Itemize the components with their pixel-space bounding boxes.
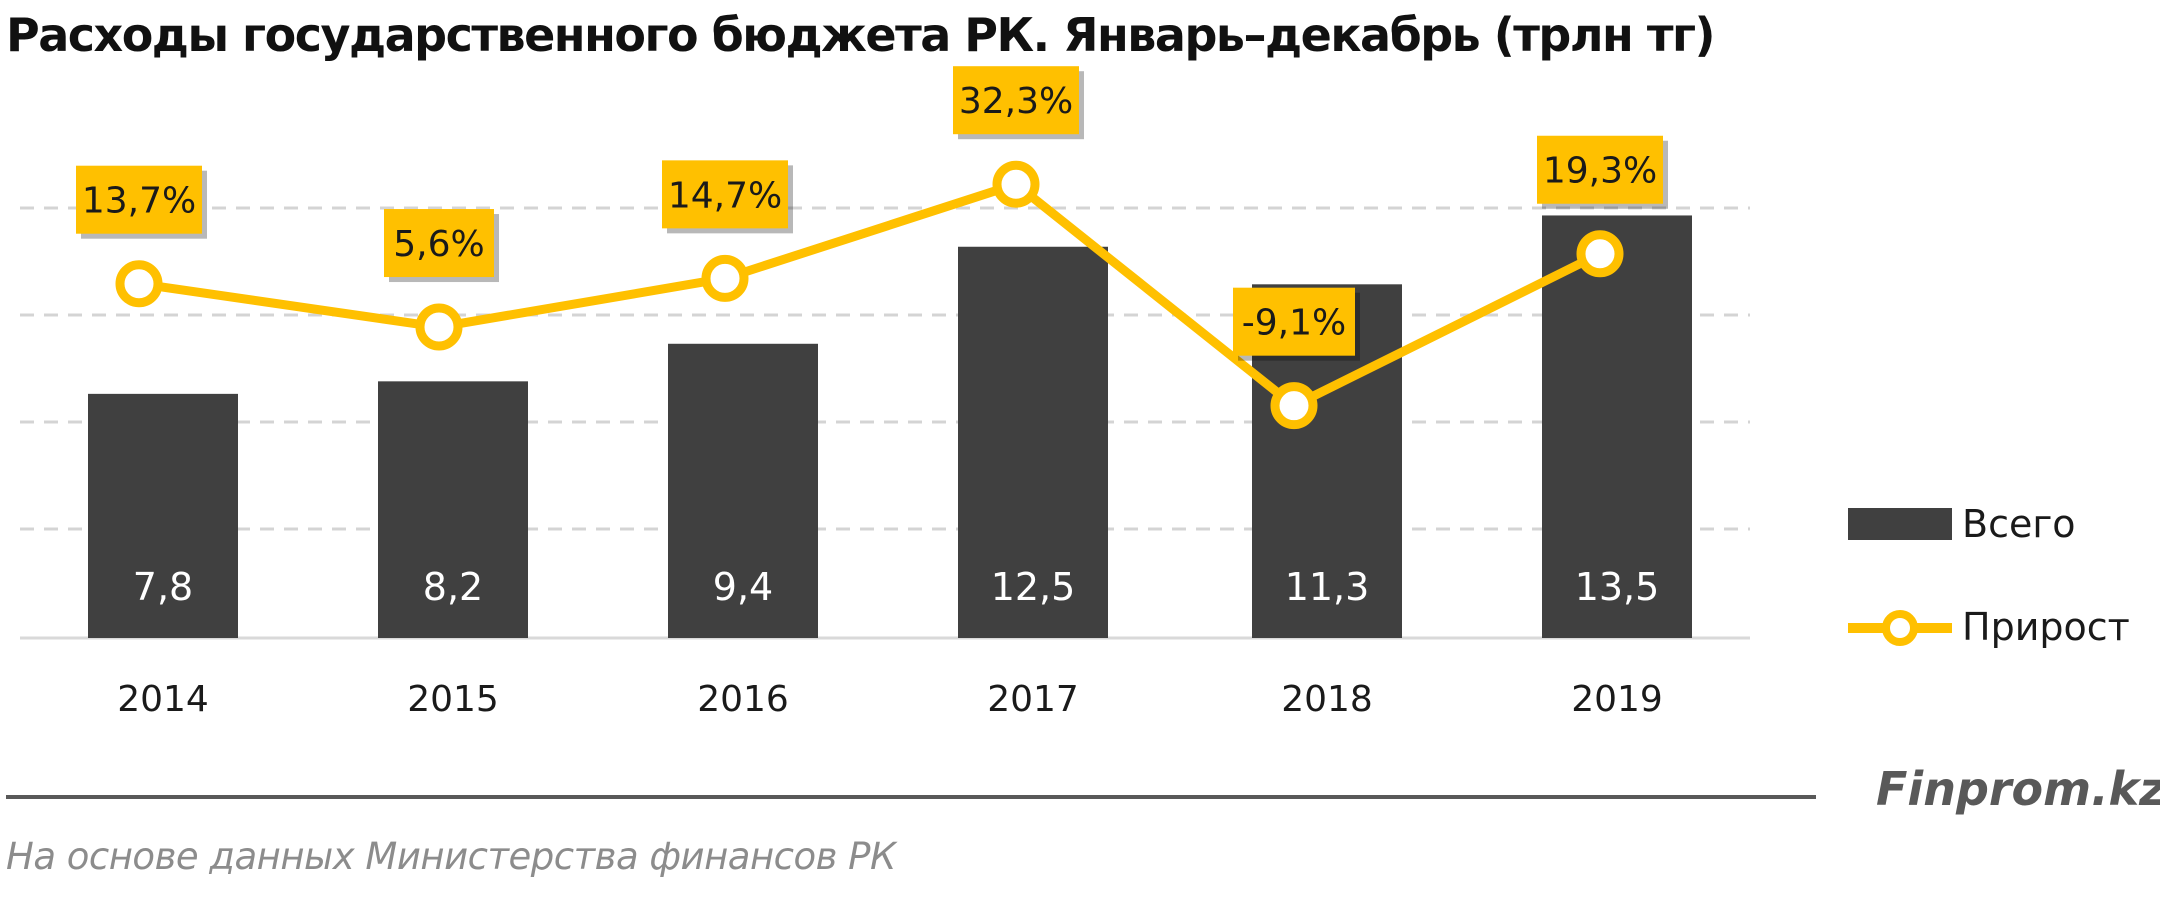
footer-rule xyxy=(6,795,1816,799)
growth-label-2019: 19,3% xyxy=(1543,151,1657,192)
growth-label-2014: 13,7% xyxy=(82,181,196,222)
bar-labels: 7,8 8,2 9,4 12,5 11,3 13,5 xyxy=(133,565,1660,609)
x-tick-2017: 2017 xyxy=(987,679,1079,720)
bar-label-2014: 7,8 xyxy=(133,565,193,609)
growth-point-2016 xyxy=(701,254,749,302)
growth-label-2017: 32,3% xyxy=(959,81,1073,122)
growth-label-box-2018 xyxy=(1233,287,1355,356)
growth-label-box-2017 xyxy=(953,66,1079,135)
growth-label-2015: 5,6% xyxy=(393,224,484,265)
bar-2019 xyxy=(1542,215,1692,638)
x-tick-2019: 2019 xyxy=(1571,679,1663,720)
growth-label-box-2014 xyxy=(76,165,202,234)
x-tick-2016: 2016 xyxy=(697,679,789,720)
legend-swatch-bars xyxy=(1848,508,1952,540)
growth-point-2014 xyxy=(115,260,163,308)
growth-point-2019 xyxy=(1576,230,1624,278)
bar-label-2019: 13,5 xyxy=(1575,565,1660,609)
bar-series xyxy=(88,215,1692,638)
chart-title: Расходы государственного бюджета РК. Янв… xyxy=(6,8,1716,62)
x-tick-labels: 2014 2015 2016 2017 2018 2019 xyxy=(117,679,1663,720)
source-note: На основе данных Министерства финансов Р… xyxy=(6,835,896,878)
growth-label-box-2019 xyxy=(1537,135,1663,204)
growth-label-2018: -9,1% xyxy=(1242,303,1346,344)
growth-label-box-2015 xyxy=(384,209,494,278)
legend-label-bars: Всего xyxy=(1962,502,2076,546)
legend-marker-line xyxy=(1882,610,1918,646)
growth-point-2017 xyxy=(992,160,1040,208)
bar-label-2017: 12,5 xyxy=(991,565,1076,609)
x-tick-2014: 2014 xyxy=(117,679,209,720)
growth-label-2016: 14,7% xyxy=(668,175,782,216)
growth-line xyxy=(138,179,1603,411)
bar-2016 xyxy=(668,343,818,638)
growth-label-box-2016 xyxy=(662,160,788,229)
line-series xyxy=(115,160,1624,430)
legend-label-line: Прирост xyxy=(1962,605,2130,649)
x-tick-2018: 2018 xyxy=(1281,679,1373,720)
bar-label-2015: 8,2 xyxy=(423,565,483,609)
bar-2015 xyxy=(378,381,528,638)
gridlines xyxy=(20,206,1750,531)
legend: Всего Прирост xyxy=(1848,502,2130,649)
brand-logo-text: Finprom.kz xyxy=(1876,762,2160,816)
bar-label-2016: 9,4 xyxy=(713,565,773,609)
line-labels: 13,7% 5,6% 14,7% 32,3% -9,1% 19,3% xyxy=(76,66,1668,361)
bar-label-2018: 11,3 xyxy=(1285,565,1370,609)
growth-point-2018 xyxy=(1270,382,1318,430)
bar-2014 xyxy=(88,393,238,638)
growth-point-2015 xyxy=(415,303,463,351)
bar-2017 xyxy=(958,246,1108,638)
x-tick-2015: 2015 xyxy=(407,679,499,720)
